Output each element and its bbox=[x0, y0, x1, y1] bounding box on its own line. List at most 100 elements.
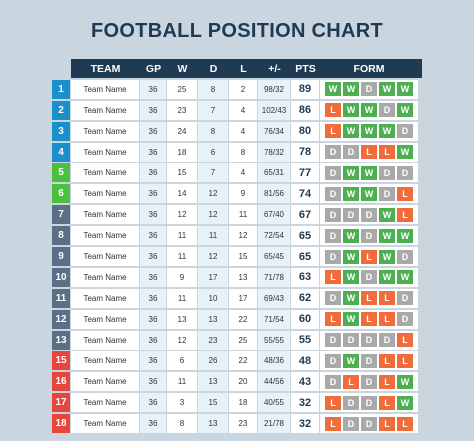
form-badge: W bbox=[343, 270, 359, 285]
form-badge: W bbox=[343, 124, 359, 139]
d-cell: 13 bbox=[198, 414, 228, 434]
l-cell: 9 bbox=[229, 184, 257, 204]
form-badge: W bbox=[379, 249, 395, 264]
form-badge: W bbox=[343, 249, 359, 264]
gd-cell: 72/54 bbox=[258, 226, 290, 246]
form-badge: D bbox=[361, 353, 377, 368]
d-cell: 12 bbox=[198, 247, 228, 267]
l-cell: 13 bbox=[229, 267, 257, 287]
l-cell: 17 bbox=[229, 288, 257, 308]
column-header: FORM bbox=[353, 62, 385, 75]
column-header: W bbox=[177, 62, 188, 75]
form-badge: W bbox=[379, 270, 395, 285]
form-badge: D bbox=[325, 374, 341, 389]
team-cell: Team Name bbox=[71, 100, 139, 120]
table-row: 10 Team Name 36 9 17 13 71/78 63 L W D W W bbox=[52, 267, 422, 287]
team-cell: Team Name bbox=[71, 330, 139, 350]
team-cell: Team Name bbox=[71, 309, 139, 329]
gp-cell: 36 bbox=[140, 121, 166, 141]
form-badge: W bbox=[343, 353, 359, 368]
l-cell: 4 bbox=[229, 163, 257, 183]
form-badge: D bbox=[343, 395, 359, 410]
pts-cell: 67 bbox=[291, 205, 319, 225]
team-cell: Team Name bbox=[71, 393, 139, 413]
d-cell: 6 bbox=[198, 142, 228, 162]
title: FOOTBALL POSITION CHART bbox=[90, 20, 384, 42]
w-cell: 8 bbox=[167, 414, 197, 434]
form-badge: L bbox=[361, 312, 377, 327]
form-badge: W bbox=[397, 145, 413, 160]
rank-badge: 9 bbox=[52, 247, 70, 267]
w-cell: 15 bbox=[167, 163, 197, 183]
form-badge: D bbox=[325, 186, 341, 201]
gd-cell: 98/32 bbox=[258, 79, 290, 99]
gp-cell: 36 bbox=[140, 142, 166, 162]
table-header: TEAM GP W D L +/- PTS FORM bbox=[71, 59, 422, 78]
table-row: 8 Team Name 36 11 11 12 72/54 65 D W D W W bbox=[52, 226, 422, 246]
gp-cell: 36 bbox=[140, 267, 166, 287]
table-row: 9 Team Name 36 11 12 15 65/45 65 D W L W D bbox=[52, 247, 422, 267]
d-cell: 13 bbox=[198, 372, 228, 392]
pts-cell: 60 bbox=[291, 309, 319, 329]
form-badge: D bbox=[379, 103, 395, 118]
form-badge: L bbox=[325, 270, 341, 285]
form-badge: D bbox=[343, 333, 359, 348]
rank-badge: 4 bbox=[52, 142, 70, 162]
team-cell: Team Name bbox=[71, 205, 139, 225]
form-badge: L bbox=[325, 312, 341, 327]
l-cell: 8 bbox=[229, 142, 257, 162]
d-cell: 10 bbox=[198, 288, 228, 308]
rank-badge: 3 bbox=[52, 121, 70, 141]
form-badge: D bbox=[379, 333, 395, 348]
form-badge: W bbox=[397, 228, 413, 243]
rank-badge: 12 bbox=[52, 309, 70, 329]
form-badge: L bbox=[379, 416, 395, 431]
form-badge: D bbox=[361, 416, 377, 431]
form-badge: D bbox=[325, 291, 341, 306]
table-row: 1 Team Name 36 25 8 2 98/32 89 W W D W W bbox=[52, 79, 422, 99]
rank-badge: 15 bbox=[52, 351, 70, 371]
w-cell: 13 bbox=[167, 309, 197, 329]
column-header: +/- bbox=[268, 62, 281, 75]
form-badge: W bbox=[343, 165, 359, 180]
form-badge: L bbox=[397, 333, 413, 348]
d-cell: 23 bbox=[198, 330, 228, 350]
form-badge: W bbox=[343, 291, 359, 306]
column-header: L bbox=[240, 62, 247, 75]
l-cell: 25 bbox=[229, 330, 257, 350]
pts-cell: 65 bbox=[291, 226, 319, 246]
d-cell: 26 bbox=[198, 351, 228, 371]
gp-cell: 36 bbox=[140, 330, 166, 350]
d-cell: 8 bbox=[198, 121, 228, 141]
table-row: 6 Team Name 36 14 12 9 81/56 74 D W W D L bbox=[52, 184, 422, 204]
form-badge: W bbox=[379, 228, 395, 243]
form-badge: W bbox=[397, 270, 413, 285]
gd-cell: 65/31 bbox=[258, 163, 290, 183]
form-badge: D bbox=[361, 207, 377, 222]
gd-cell: 40/55 bbox=[258, 393, 290, 413]
form-badge: D bbox=[361, 395, 377, 410]
rank-badge: 5 bbox=[52, 163, 70, 183]
w-cell: 3 bbox=[167, 393, 197, 413]
form-badge: D bbox=[379, 165, 395, 180]
rank-badge: 17 bbox=[52, 393, 70, 413]
team-cell: Team Name bbox=[71, 372, 139, 392]
form-badge: W bbox=[361, 165, 377, 180]
d-cell: 11 bbox=[198, 226, 228, 246]
form-badge: L bbox=[379, 374, 395, 389]
form-badge: W bbox=[343, 82, 359, 97]
form-badge: L bbox=[325, 124, 341, 139]
gp-cell: 36 bbox=[140, 372, 166, 392]
table-row: 11 Team Name 36 11 10 17 69/43 62 D W L L D bbox=[52, 288, 422, 308]
